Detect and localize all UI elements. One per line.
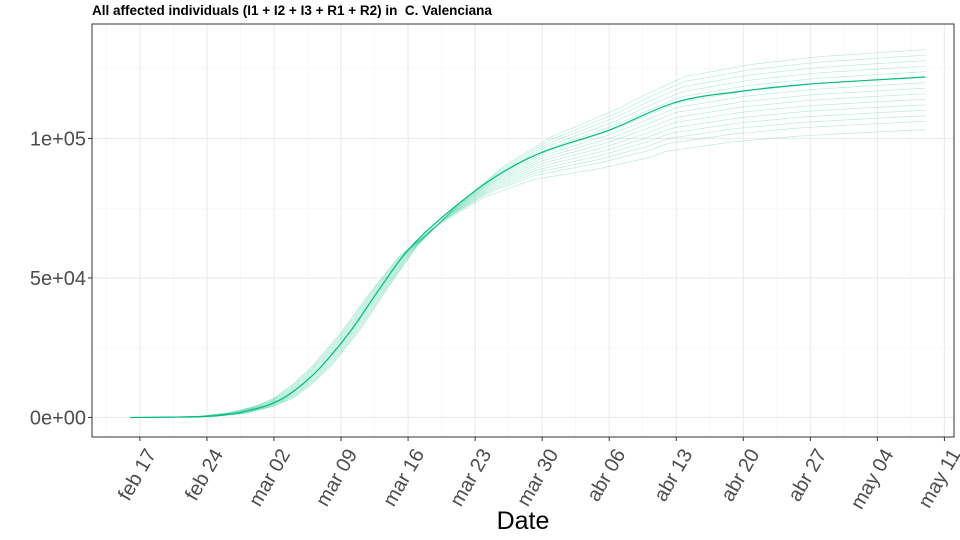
x-tick-label: mar 23 xyxy=(446,445,496,510)
ensemble-line xyxy=(130,71,926,418)
ensemble-line xyxy=(130,98,926,418)
ensemble-line xyxy=(130,129,926,418)
x-tick-label: may 04 xyxy=(847,445,899,513)
x-tick-label: abr 13 xyxy=(650,445,697,505)
ensemble-line xyxy=(130,82,926,418)
x-tick-label: mar 09 xyxy=(312,445,362,510)
y-tick-label: 1e+05 xyxy=(30,128,86,150)
ensemble-lines xyxy=(130,49,926,418)
major-gridlines xyxy=(92,24,954,437)
ensemble-line xyxy=(130,54,926,418)
x-tick-label: feb 17 xyxy=(114,445,161,504)
x-axis: feb 17 feb 24 mar 02 mar 09 mar 16 mar 23 mar … xyxy=(114,437,960,513)
ensemble-line xyxy=(130,76,926,418)
y-tick-label: 5e+04 xyxy=(30,268,86,290)
ensemble-line xyxy=(130,93,926,418)
ensemble-line xyxy=(130,110,926,418)
chart-title: All affected individuals (I1 + I2 + I3 +… xyxy=(92,3,492,18)
panel-border xyxy=(91,23,955,438)
y-tick-label: 0e+00 xyxy=(30,407,86,429)
x-tick-label: abr 06 xyxy=(583,445,630,505)
x-tick-label: mar 16 xyxy=(379,445,429,510)
x-tick-label: mar 02 xyxy=(245,445,295,510)
x-tick-label: may 11 xyxy=(914,445,960,512)
ensemble-line xyxy=(130,65,926,418)
ensemble-line xyxy=(130,121,926,418)
x-tick-label: abr 27 xyxy=(784,445,831,505)
x-tick-label: feb 24 xyxy=(181,445,228,504)
ensemble-line xyxy=(130,104,926,418)
series-line-main xyxy=(130,76,926,419)
x-axis-title: Date xyxy=(497,507,550,535)
ensemble-line xyxy=(130,60,926,418)
x-tick-label: abr 20 xyxy=(717,445,764,505)
y-axis: 0e+00 5e+04 1e+05 xyxy=(30,128,92,429)
ensemble-line xyxy=(130,115,926,418)
minor-gridlines xyxy=(92,24,954,437)
ensemble-line xyxy=(130,87,926,418)
x-tick-label: mar 30 xyxy=(513,445,563,510)
ensemble-line xyxy=(130,49,926,418)
